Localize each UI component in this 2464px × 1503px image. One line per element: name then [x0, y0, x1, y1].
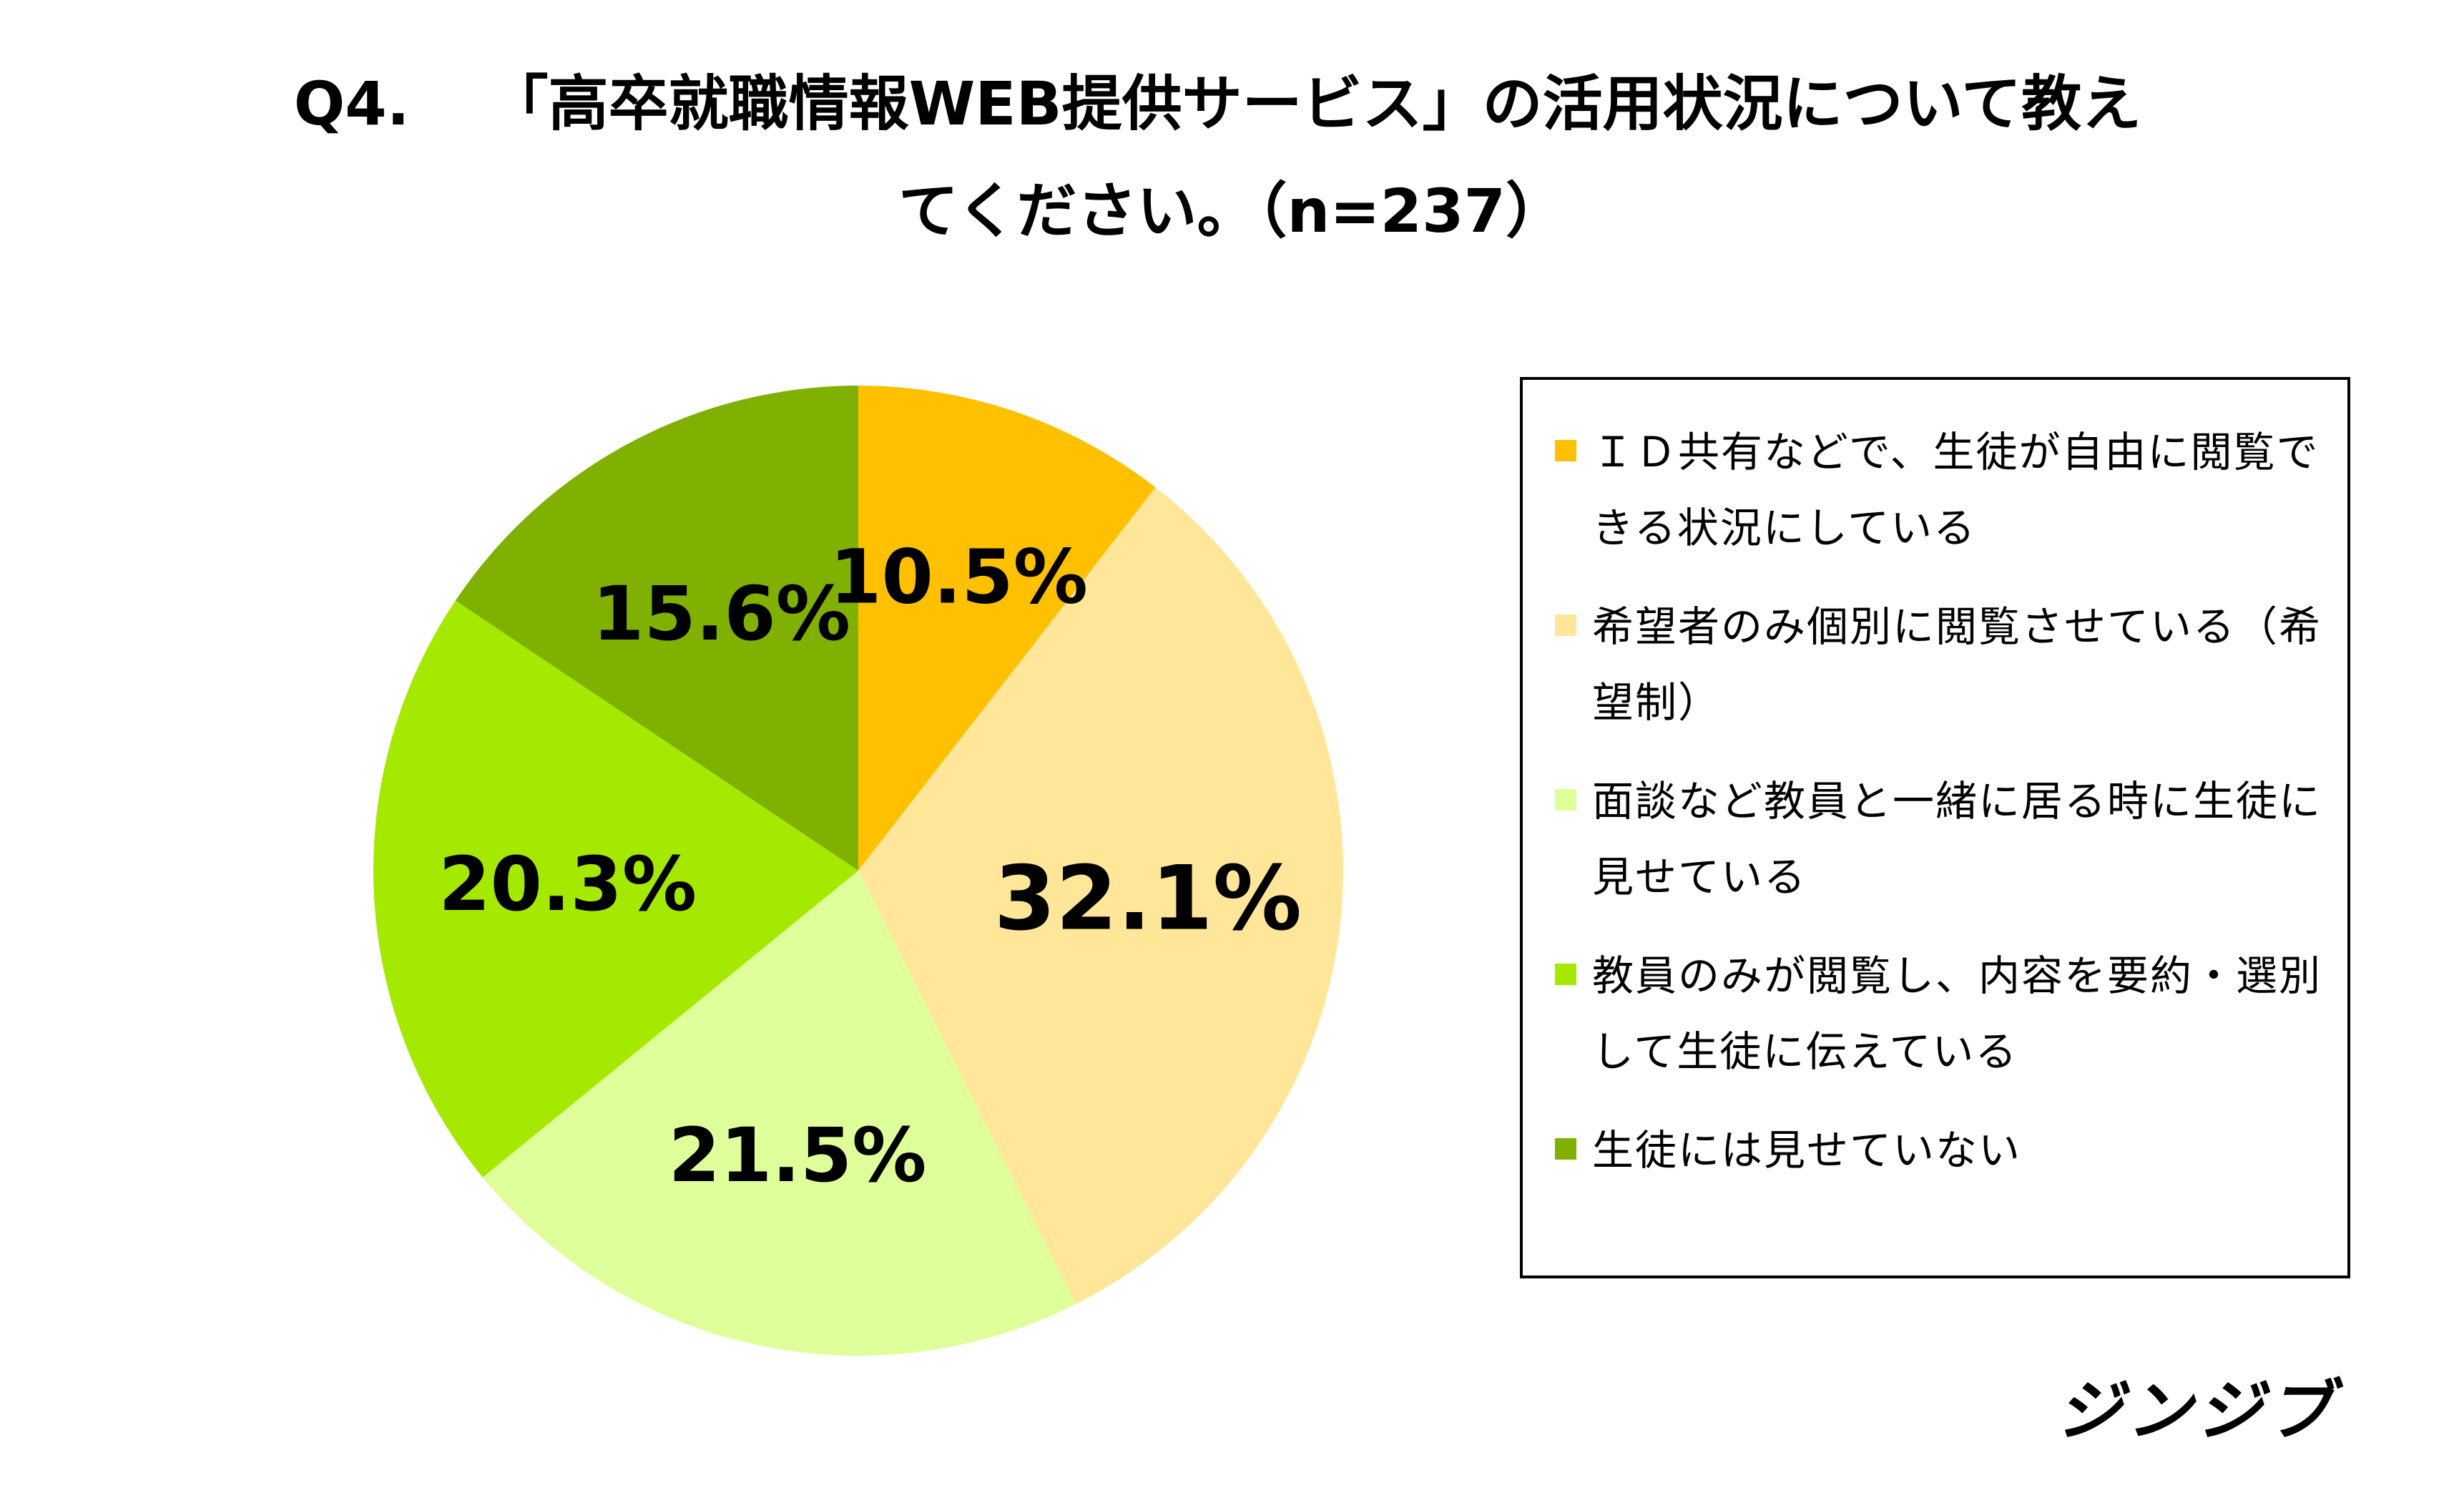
slice-data-label-3: 21.5% [669, 1112, 927, 1199]
title-text: てください。（n=237） [898, 176, 1566, 246]
legend-swatch [1555, 789, 1576, 811]
legend-label: 教員のみが閲覧し、内容を要約・選別して生徒に伝えている [1592, 951, 2322, 1076]
slice-data-label-2: 32.1% [994, 848, 1302, 951]
title-line-2: てください。（n=237） [0, 157, 2464, 265]
pie-slice-1 [858, 386, 1156, 871]
legend-swatch [1555, 615, 1576, 636]
title-text: 「高卒就職情報WEB提供サービス」の活用状況について教え [488, 69, 2142, 139]
legend-label: 希望者のみ個別に閲覧させている（希望制） [1592, 602, 2322, 727]
pie-slice-3 [482, 871, 1076, 1356]
legend: ＩＤ共有などで、生徒が自由に閲覧できる状況にしている 希望者のみ個別に閲覧させてい… [1520, 377, 2350, 1278]
legend-label: ＩＤ共有などで、生徒が自由に閲覧できる状況にしている [1592, 428, 2320, 552]
legend-item-2: 希望者のみ個別に閲覧させている（希望制） [1555, 589, 2326, 740]
pie-slice-5 [455, 386, 858, 871]
pie-slice-4 [373, 600, 858, 1178]
question-number: Q4. [293, 69, 410, 139]
pie-slice-2 [858, 487, 1343, 1305]
slice-data-label-1: 10.5% [830, 533, 1088, 620]
legend-swatch [1555, 964, 1576, 985]
chart-title: Q4. 「高卒就職情報WEB提供サービス」の活用状況について教えてください。（n=… [0, 50, 2464, 265]
brand-logo: ジンジブ [2056, 1373, 2337, 1449]
slice-data-label-4: 20.3% [438, 841, 697, 928]
legend-item-5: 生徒には見せていない [1555, 1112, 2326, 1188]
legend-label: 生徒には見せていない [1592, 1126, 2022, 1175]
legend-item-1: ＩＤ共有などで、生徒が自由に閲覧できる状況にしている [1555, 414, 2326, 566]
legend-label: 面談など教員と一緒に居る時に生徒に見せている [1592, 777, 2322, 901]
legend-swatch [1555, 440, 1576, 461]
slice-data-label-5: 15.6% [592, 570, 850, 657]
title-line-1: Q4. 「高卒就職情報WEB提供サービス」の活用状況について教え [0, 50, 2464, 157]
legend-swatch [1555, 1138, 1576, 1160]
legend-item-4: 教員のみが閲覧し、内容を要約・選別して生徒に伝えている [1555, 938, 2326, 1090]
legend-item-3: 面談など教員と一緒に居る時に生徒に見せている [1555, 763, 2326, 915]
